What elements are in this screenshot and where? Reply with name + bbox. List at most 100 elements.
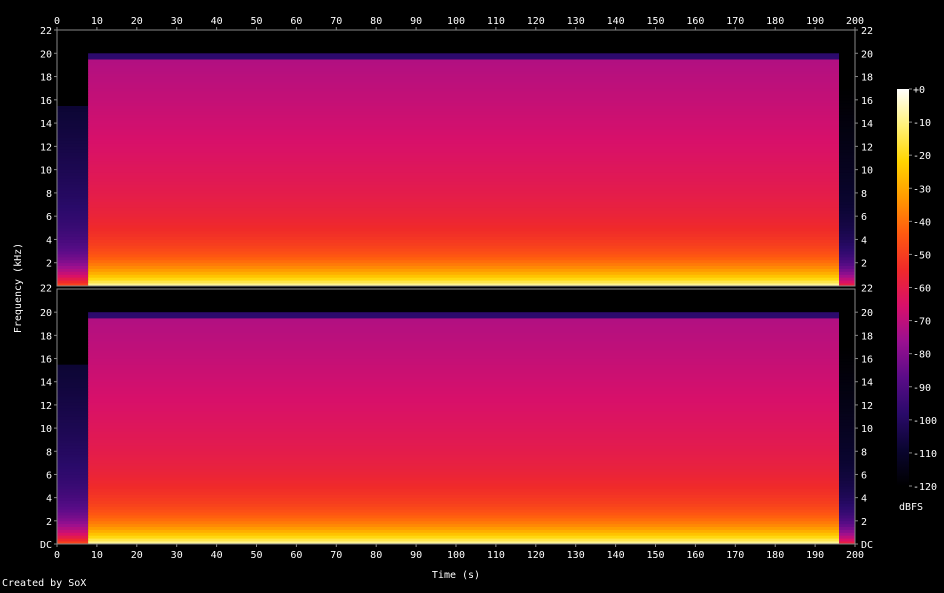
y-tick-label-right: 12	[861, 401, 873, 412]
colorbar-tick-label: -40	[913, 217, 931, 228]
spectrogram-panels	[56, 29, 856, 545]
y-tick-label-right: 12	[861, 142, 873, 153]
colorbar-tick-label: -60	[913, 284, 931, 295]
colorbar-tick-label: -120	[913, 482, 937, 493]
y-tick-label-right: 8	[861, 189, 867, 200]
colorbar-label: dBFS	[899, 502, 923, 513]
x-tick-label: 150	[646, 550, 664, 561]
x-tick-label-top: 150	[646, 16, 664, 27]
y-tick-label-right: 6	[861, 212, 867, 223]
y-tick-label: DC	[40, 540, 52, 551]
y-tick-label: 18	[40, 73, 52, 84]
y-tick-label: 6	[46, 470, 52, 481]
channel-1-panel	[56, 29, 856, 287]
colorbar-tick-label: -90	[913, 383, 931, 394]
y-tick-label-right: 4	[861, 235, 867, 246]
y-tick-label: 10	[40, 166, 52, 177]
x-tick-label-top: 160	[686, 16, 704, 27]
y-tick-label: 6	[46, 212, 52, 223]
colorbar-tick-label: -10	[913, 118, 931, 129]
y-tick-label: 2	[46, 517, 52, 528]
x-tick-label-top: 100	[447, 16, 465, 27]
credit-text: Created by SoX	[2, 578, 87, 589]
y-tick-label: 14	[40, 378, 52, 389]
y-tick-label-right: 2	[861, 517, 867, 528]
x-tick-label: 90	[410, 550, 422, 561]
y-tick-label: 12	[40, 401, 52, 412]
x-tick-label-top: 30	[171, 16, 183, 27]
x-tick-label-top: 180	[766, 16, 784, 27]
y-tick-label: 8	[46, 189, 52, 200]
x-tick-label-top: 50	[250, 16, 262, 27]
x-tick-label-top: 0	[54, 16, 60, 27]
x-tick-label-top: 200	[846, 16, 864, 27]
x-tick-label: 10	[91, 550, 103, 561]
x-tick-label: 70	[330, 550, 342, 561]
colorbar-tick-label: -50	[913, 250, 931, 261]
y-tick-label-right: 20	[861, 49, 873, 60]
colorbar-tick-label: -70	[913, 317, 931, 328]
x-tick-label-top: 40	[211, 16, 223, 27]
x-tick-label-top: 190	[806, 16, 824, 27]
x-tick-label-top: 110	[487, 16, 505, 27]
channel-2-panel	[56, 288, 856, 545]
x-tick-label: 200	[846, 550, 864, 561]
x-tick-label: 20	[131, 550, 143, 561]
colorbar-ticks: +0 -10 -20 -30 -40 -50 -60 -70 -80 -90 -100 -110 -12…	[909, 85, 937, 493]
y-tick-label: 12	[40, 142, 52, 153]
y-tick-label-right: 14	[861, 119, 873, 130]
y-tick-label: 16	[40, 355, 52, 366]
x-tick-label: 0	[54, 550, 60, 561]
y-tick-label: 20	[40, 308, 52, 319]
x-tick-label: 40	[211, 550, 223, 561]
y-tick-label-right: 6	[861, 470, 867, 481]
x-tick-label: 50	[250, 550, 262, 561]
segment-2	[88, 53, 840, 287]
y-tick-label-right: 4	[861, 494, 867, 505]
x-tick-label: 80	[370, 550, 382, 561]
y-tick-label: 8	[46, 447, 52, 458]
y-tick-label: 4	[46, 494, 52, 505]
y-tick-label: 16	[40, 96, 52, 107]
colorbar-tick-label: -110	[913, 449, 937, 460]
segment-3	[839, 53, 855, 287]
y-tick-label: 2	[46, 259, 52, 270]
segment-1	[57, 358, 89, 545]
colorbar-tick-label: -100	[913, 416, 937, 427]
y-tick-label-right: 16	[861, 96, 873, 107]
x-tick-label-top: 140	[607, 16, 625, 27]
colorbar-tick-label: +0	[913, 85, 925, 96]
x-tick-label-top: 90	[410, 16, 422, 27]
x-tick-label-top: 170	[726, 16, 744, 27]
x-tick-label: 120	[527, 550, 545, 561]
x-tick-label: 170	[726, 550, 744, 561]
segment-1	[57, 99, 89, 287]
y-tick-label-right: 14	[861, 378, 873, 389]
y-tick-label: 14	[40, 119, 52, 130]
y-tick-label-right: 8	[861, 447, 867, 458]
x-axis-label: Time (s)	[432, 570, 480, 581]
y-tick-label-right: 22	[861, 284, 873, 295]
colorbar-tick-label: -20	[913, 151, 931, 162]
y-axis-label: Frequency (kHz)	[13, 243, 24, 333]
y-tick-label: 18	[40, 331, 52, 342]
y-tick-label: 22	[40, 284, 52, 295]
y-tick-label-right: 10	[861, 166, 873, 177]
x-tick-label: 160	[686, 550, 704, 561]
colorbar	[897, 89, 909, 486]
y-tick-label: 22	[40, 26, 52, 37]
y-tick-label-right: DC	[861, 540, 873, 551]
x-tick-label-top: 120	[527, 16, 545, 27]
y-tick-label: 4	[46, 235, 52, 246]
y-tick-label: 20	[40, 49, 52, 60]
y-tick-label-right: 2	[861, 259, 867, 270]
x-tick-label-top: 70	[330, 16, 342, 27]
y-tick-label-right: 10	[861, 424, 873, 435]
segment-3	[839, 312, 855, 545]
y-tick-label-right: 18	[861, 73, 873, 84]
x-tick-label: 100	[447, 550, 465, 561]
segment-2	[88, 312, 840, 545]
x-tick-label-top: 60	[290, 16, 302, 27]
